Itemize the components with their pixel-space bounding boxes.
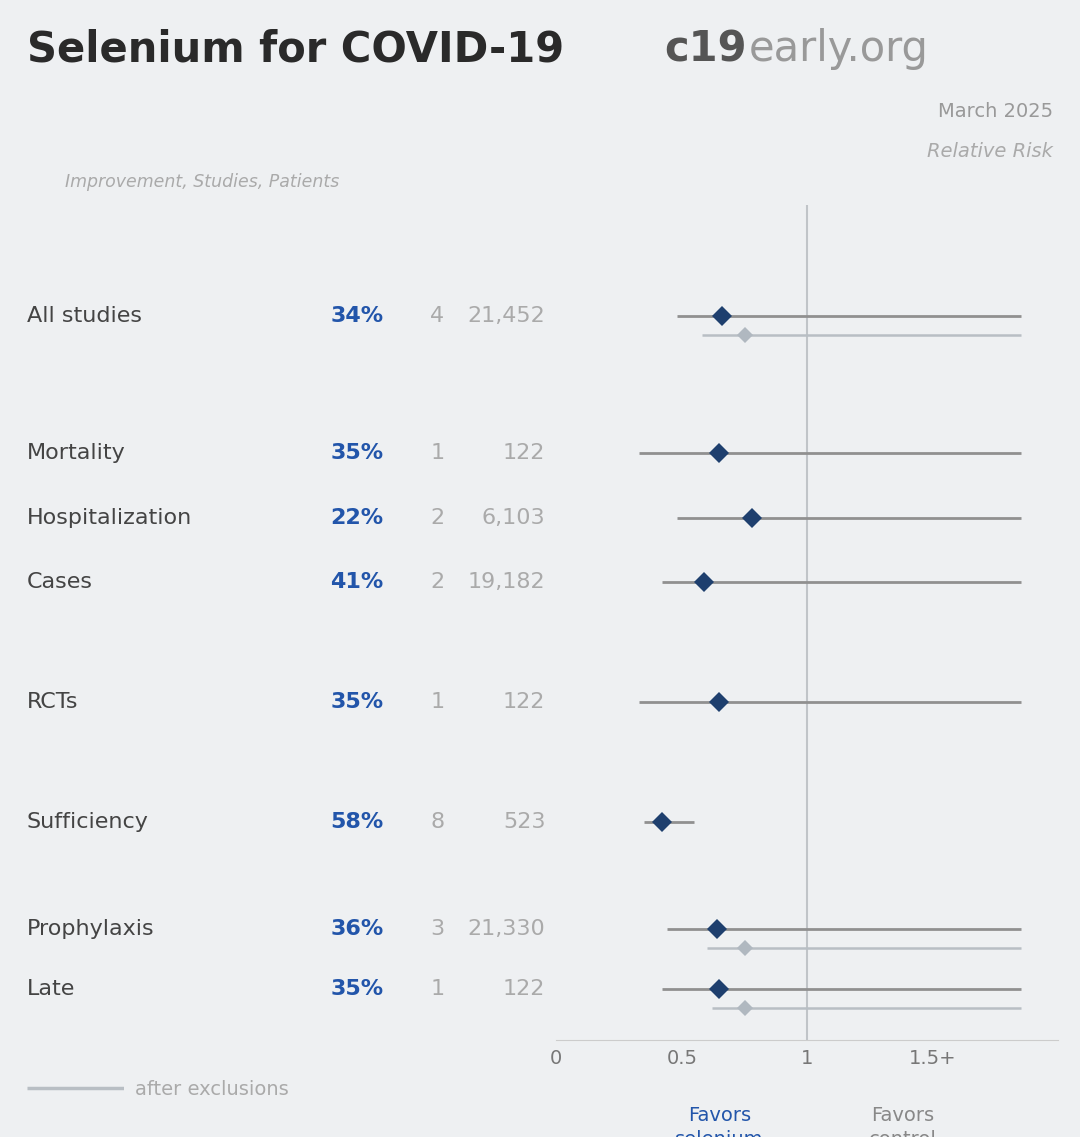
- Text: 22%: 22%: [330, 507, 383, 528]
- Text: 19,182: 19,182: [468, 572, 545, 591]
- Text: 523: 523: [503, 812, 545, 832]
- Text: 34%: 34%: [330, 306, 383, 326]
- Text: 122: 122: [503, 443, 545, 463]
- Text: 36%: 36%: [330, 919, 383, 939]
- Text: 35%: 35%: [330, 979, 383, 999]
- Text: RCTs: RCTs: [27, 691, 79, 712]
- Text: 2: 2: [430, 572, 445, 591]
- Text: 21,452: 21,452: [468, 306, 545, 326]
- Text: Mortality: Mortality: [27, 443, 125, 463]
- Text: Improvement, Studies, Patients: Improvement, Studies, Patients: [65, 173, 339, 191]
- Text: Sufficiency: Sufficiency: [27, 812, 149, 832]
- Text: All studies: All studies: [27, 306, 141, 326]
- Text: Selenium for COVID-19: Selenium for COVID-19: [27, 28, 564, 70]
- Text: c19: c19: [664, 28, 746, 70]
- Text: early.org: early.org: [748, 28, 929, 70]
- Text: Hospitalization: Hospitalization: [27, 507, 192, 528]
- Text: Relative Risk: Relative Risk: [927, 142, 1053, 161]
- Text: March 2025: March 2025: [937, 102, 1053, 122]
- Text: 58%: 58%: [330, 812, 383, 832]
- Text: after exclusions: after exclusions: [135, 1080, 288, 1098]
- Text: Favors
control: Favors control: [868, 1106, 936, 1137]
- Text: Favors
selenium: Favors selenium: [675, 1106, 764, 1137]
- Text: 21,330: 21,330: [468, 919, 545, 939]
- Text: 1: 1: [430, 443, 445, 463]
- Text: 2: 2: [430, 507, 445, 528]
- Text: 122: 122: [503, 979, 545, 999]
- Text: 1: 1: [430, 691, 445, 712]
- Text: 6,103: 6,103: [482, 507, 545, 528]
- Text: Late: Late: [27, 979, 76, 999]
- Text: 41%: 41%: [330, 572, 383, 591]
- Text: Cases: Cases: [27, 572, 93, 591]
- Text: 35%: 35%: [330, 691, 383, 712]
- Text: 4: 4: [430, 306, 445, 326]
- Text: Prophylaxis: Prophylaxis: [27, 919, 154, 939]
- Text: 122: 122: [503, 691, 545, 712]
- Text: 1: 1: [430, 979, 445, 999]
- Text: 8: 8: [430, 812, 445, 832]
- Text: 3: 3: [430, 919, 445, 939]
- Text: 35%: 35%: [330, 443, 383, 463]
